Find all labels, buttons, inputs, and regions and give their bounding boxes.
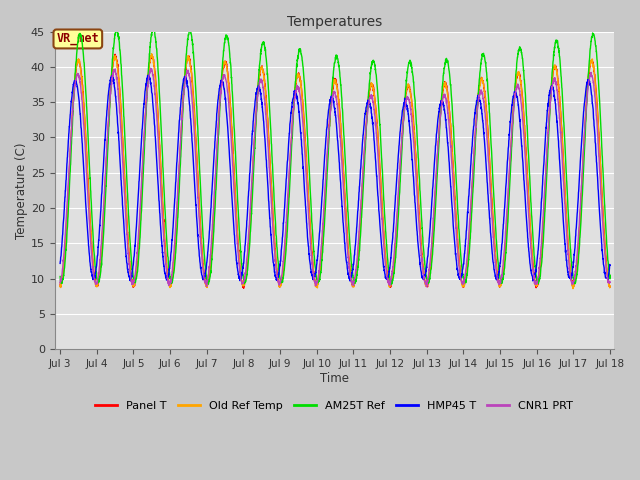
Y-axis label: Temperature (C): Temperature (C): [15, 142, 28, 239]
Text: VR_met: VR_met: [56, 33, 99, 46]
Legend: Panel T, Old Ref Temp, AM25T Ref, HMP45 T, CNR1 PRT: Panel T, Old Ref Temp, AM25T Ref, HMP45 …: [91, 396, 578, 415]
Title: Temperatures: Temperatures: [287, 15, 382, 29]
X-axis label: Time: Time: [319, 372, 349, 385]
